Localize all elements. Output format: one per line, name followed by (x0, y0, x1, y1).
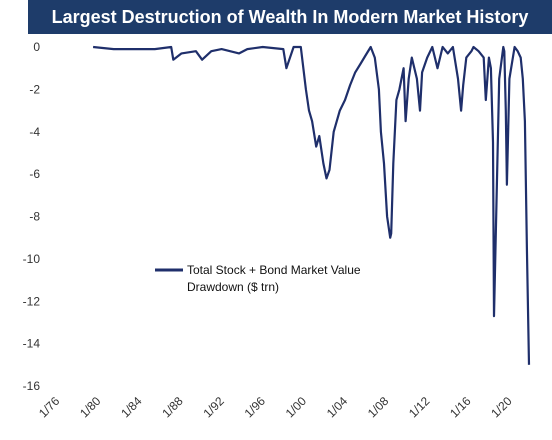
x-tick-label: 1/20 (488, 394, 515, 421)
x-tick-label: 1/80 (77, 394, 104, 421)
y-tick-label: -10 (23, 252, 41, 266)
chart-title: Largest Destruction of Wealth In Modern … (28, 0, 552, 34)
y-tick-label: 0 (33, 40, 40, 54)
x-tick-label: 1/16 (447, 394, 474, 421)
y-tick-label: -2 (29, 82, 40, 96)
x-tick-label: 1/12 (406, 394, 433, 421)
y-tick-label: -8 (29, 210, 40, 224)
x-tick-label: 1/96 (242, 394, 269, 421)
x-tick-label: 1/84 (118, 394, 145, 421)
y-tick-label: -14 (23, 337, 41, 351)
x-tick-label: 1/92 (200, 394, 227, 421)
x-tick-label: 1/76 (36, 394, 63, 421)
x-tick-label: 1/88 (159, 394, 186, 421)
x-tick-label: 1/00 (283, 394, 310, 421)
y-tick-label: -12 (23, 294, 41, 308)
x-tick-label: 1/08 (365, 394, 392, 421)
y-tick-label: -6 (29, 167, 40, 181)
legend-label: Total Stock + Bond Market Value Drawdown … (187, 263, 361, 294)
y-tick-label: -16 (23, 379, 41, 393)
x-tick-label: 1/04 (324, 394, 351, 421)
y-tick-label: -4 (29, 125, 40, 139)
series-line (92, 45, 531, 365)
